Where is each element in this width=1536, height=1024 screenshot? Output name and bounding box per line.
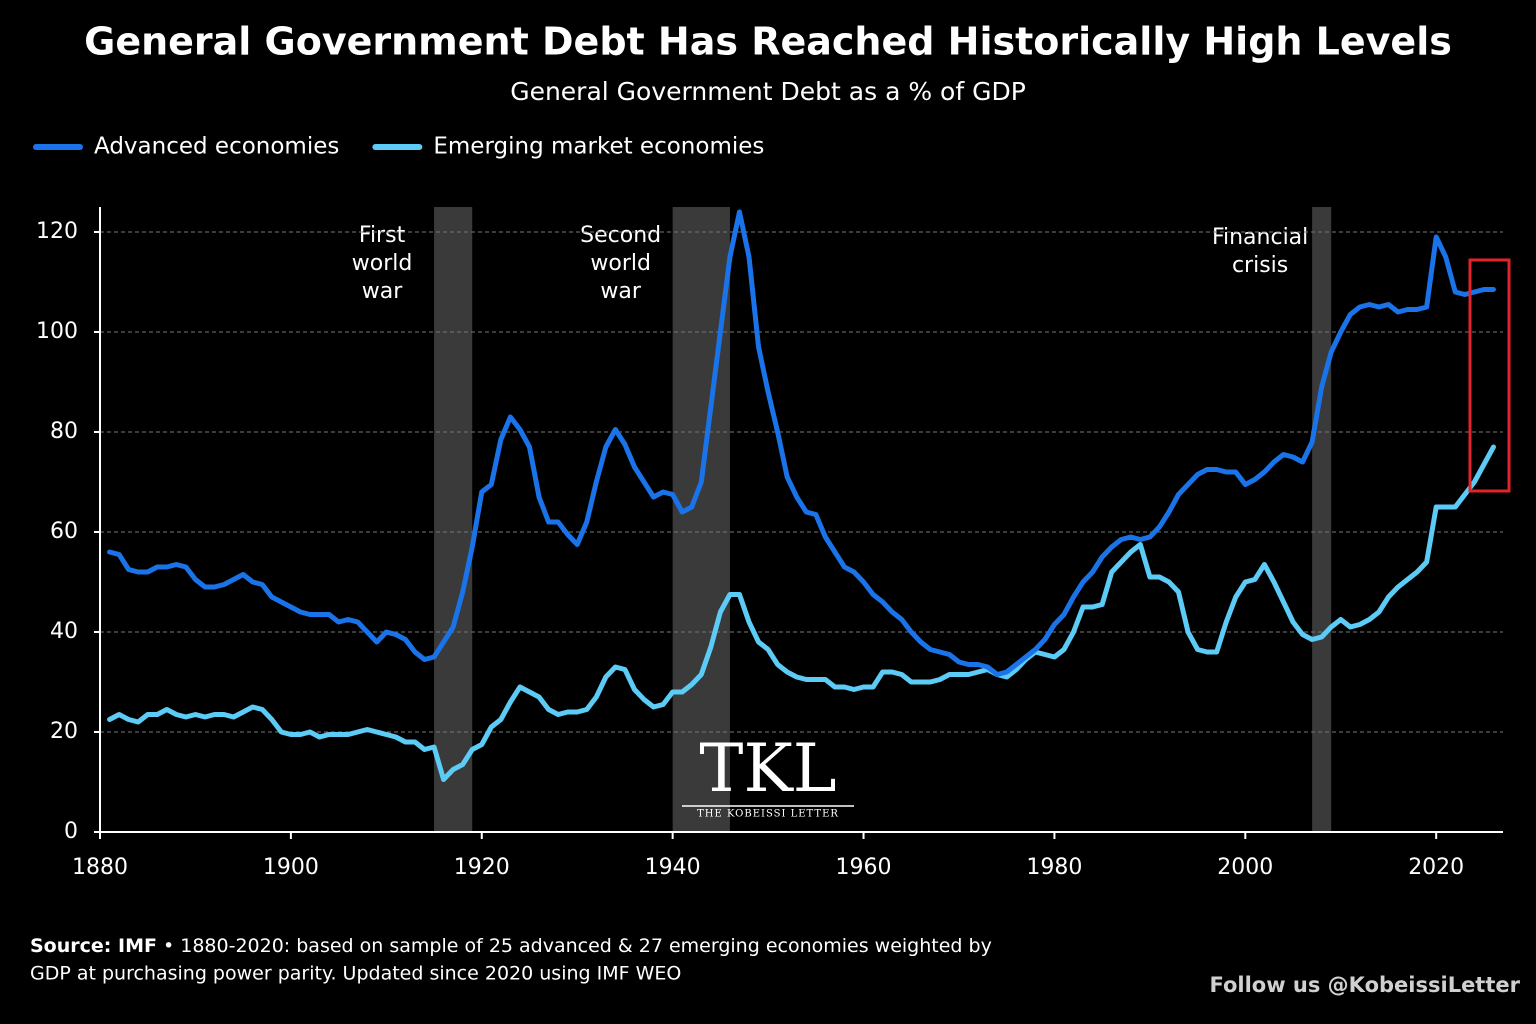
period-label: First [359, 223, 406, 248]
source-note: Source: IMF • 1880-2020: based on sample… [30, 935, 992, 957]
y-tick-label: 100 [36, 319, 78, 344]
period-label: crisis [1232, 253, 1288, 278]
x-tick-label: 1940 [645, 855, 701, 880]
period-label: war [600, 279, 641, 304]
series-line [107, 444, 1496, 782]
x-tick-label: 1980 [1026, 855, 1082, 880]
y-tick-label: 40 [50, 619, 78, 644]
x-tick-label: 2020 [1408, 855, 1464, 880]
x-tick-label: 1960 [836, 855, 892, 880]
logo: TKL THE KOBEISSI LETTER [682, 730, 854, 820]
x-tick-label: 1920 [454, 855, 510, 880]
x-tick-label: 1900 [263, 855, 319, 880]
y-tick-label: 80 [50, 419, 78, 444]
highlight-box [1468, 258, 1511, 493]
logo-mark: TKL [699, 730, 836, 807]
series-line [107, 209, 1496, 677]
follow-note: Follow us @KobeissiLetter [1209, 973, 1520, 997]
shaded-period [1312, 207, 1332, 832]
shaded-period [672, 207, 730, 832]
series-lines [107, 209, 1496, 782]
y-tick-label: 0 [64, 819, 78, 844]
source-line: GDP at purchasing power parity. Updated … [30, 963, 681, 985]
chart-subtitle: General Government Debt as a % of GDP [510, 77, 1026, 106]
period-label: war [362, 279, 403, 304]
axes: 0 20 40 60 80 100 120 1880 1900 1920 1940 1960 1980 2… [36, 207, 1503, 880]
x-tick-label: 1880 [72, 855, 128, 880]
y-tick-label: 120 [36, 219, 78, 244]
period-label: world [352, 251, 413, 276]
period-label: world [590, 251, 651, 276]
period-label: Second [580, 223, 661, 248]
chart-title: General Government Debt Has Reached Hist… [84, 20, 1452, 64]
logo-name: THE KOBEISSI LETTER [697, 809, 839, 820]
shaded-period [434, 207, 473, 832]
period-label: Financial [1212, 225, 1308, 250]
legend-label: Emerging market economies [433, 134, 764, 160]
source-label: Source: IMF [30, 935, 157, 957]
legend-label: Advanced economies [94, 134, 339, 160]
source-line: • 1880-2020: based on sample of 25 advan… [163, 935, 992, 957]
shaded-periods: First world war Second world war Financial cris… [352, 207, 1332, 832]
y-tick-label: 60 [50, 519, 78, 544]
legend: Advanced economies Emerging market econom… [33, 134, 764, 160]
x-tick-label: 2000 [1217, 855, 1273, 880]
y-tick-label: 20 [50, 719, 78, 744]
